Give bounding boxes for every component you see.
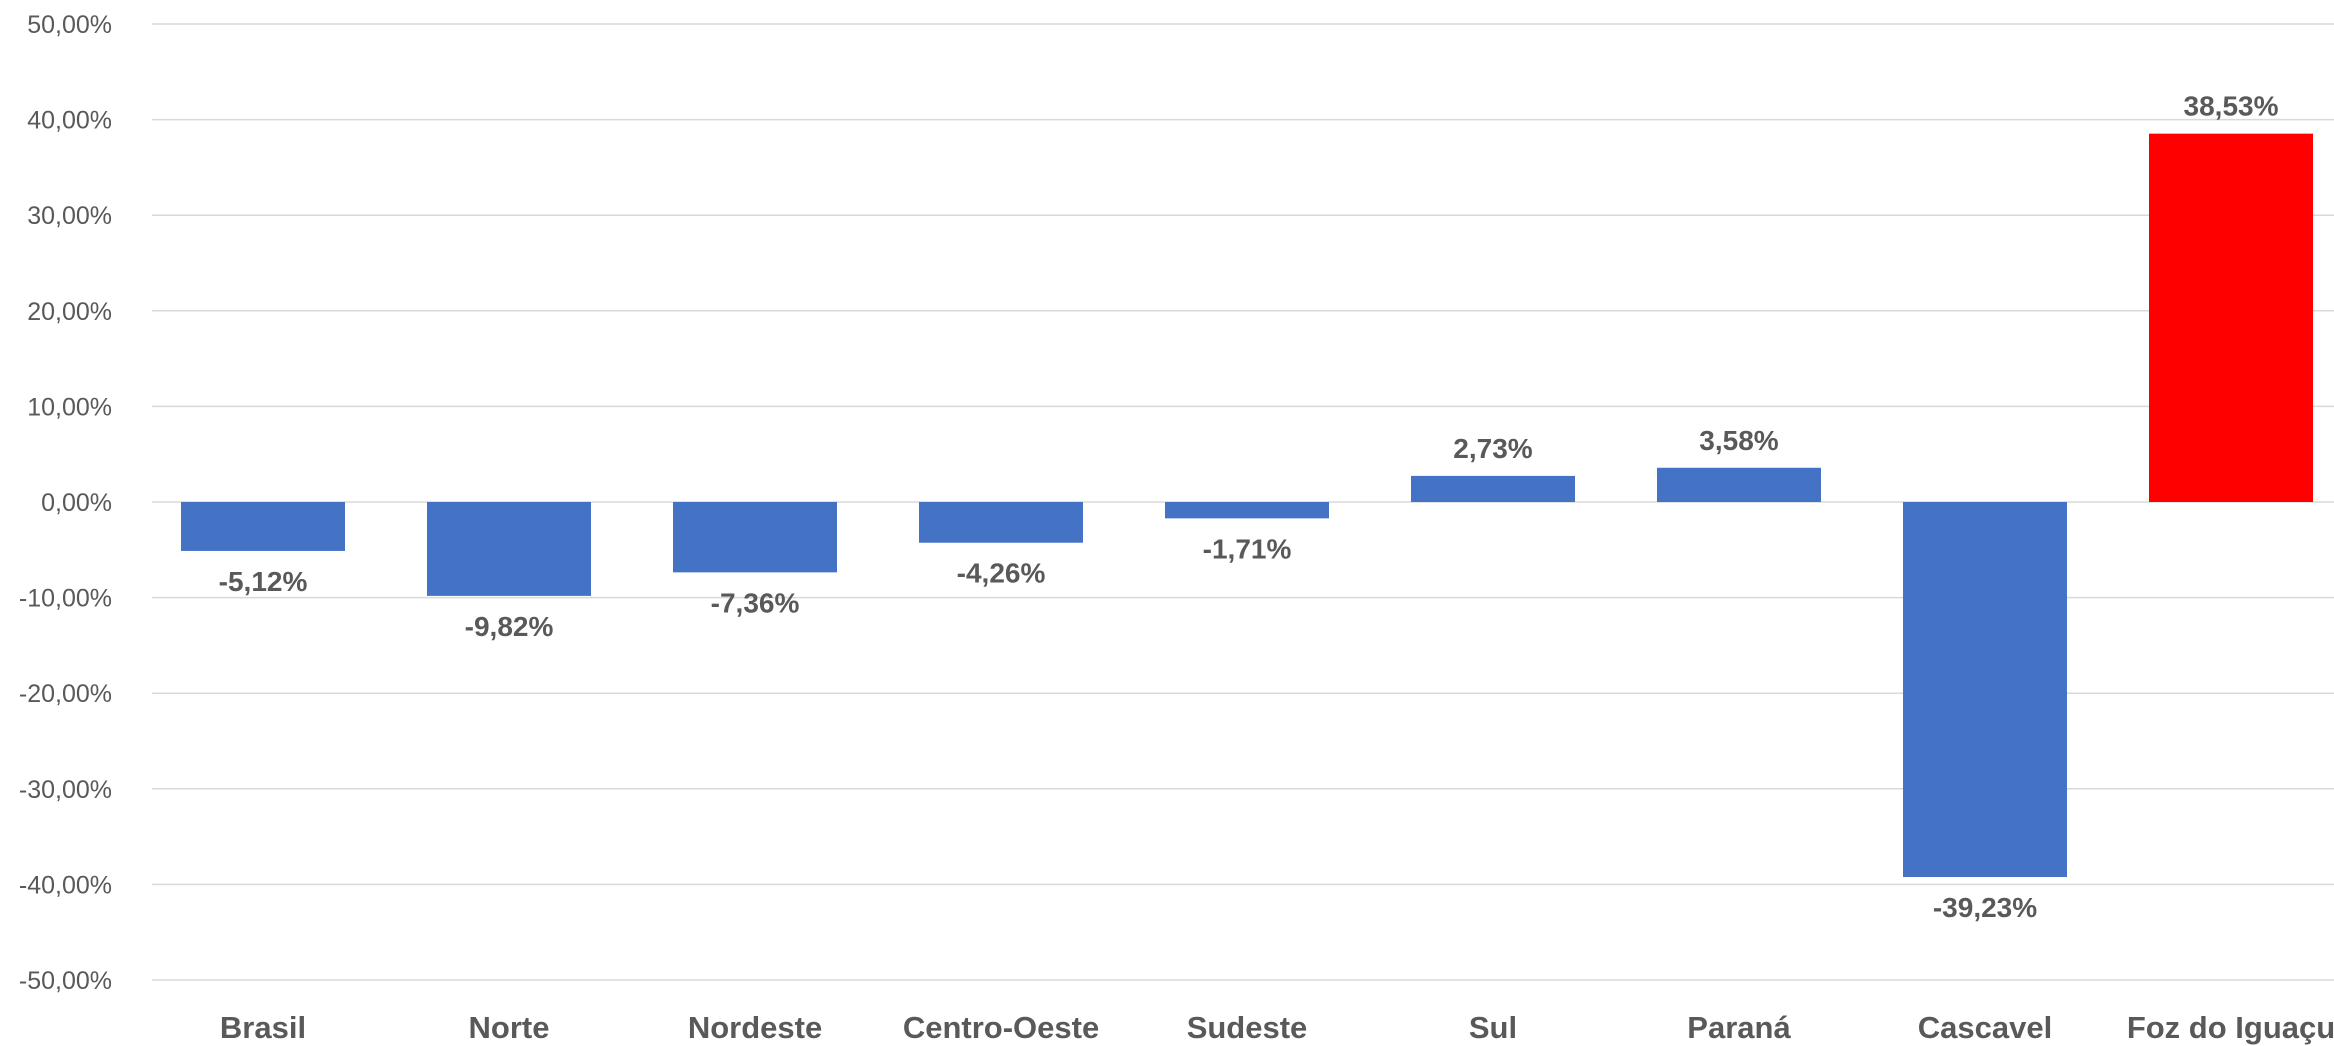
x-axis-category-labels: Brasil Norte Nordeste Centro-Oeste Sudeste Su… xyxy=(220,1010,2334,1045)
x-tick-label: Norte xyxy=(469,1010,550,1045)
data-label: -1,71% xyxy=(1203,533,1292,564)
x-tick-label: Cascavel xyxy=(1918,1010,2052,1045)
y-tick-label: 40,00% xyxy=(27,107,112,135)
bar-norte xyxy=(427,502,591,596)
bar-centro-oeste xyxy=(919,502,1083,543)
y-tick-label: 0,00% xyxy=(41,489,112,517)
data-label: -39,23% xyxy=(1933,892,2037,923)
bar-nordeste xyxy=(673,502,837,573)
bar-brasil xyxy=(181,502,345,551)
data-label: -7,36% xyxy=(711,587,800,618)
y-tick-label: 50,00% xyxy=(27,11,112,39)
y-tick-label: 20,00% xyxy=(27,298,112,326)
data-labels: -5,12% -9,82% -7,36% -4,26% -1,71% 2,73% 3,58%… xyxy=(219,91,2279,923)
bar-paran- xyxy=(1657,467,1821,502)
data-label: -5,12% xyxy=(219,566,308,597)
y-tick-label: -40,00% xyxy=(19,871,112,899)
bar-sudeste xyxy=(1165,502,1329,519)
x-tick-label: Brasil xyxy=(220,1010,306,1045)
data-label: 2,73% xyxy=(1453,433,1532,464)
y-axis-tick-labels: 50,00% 40,00% 30,00% 20,00% 10,00% 0,00% -10,0… xyxy=(19,11,112,995)
x-tick-label: Centro-Oeste xyxy=(903,1010,1099,1045)
y-tick-label: -30,00% xyxy=(19,776,112,804)
y-tick-label: 30,00% xyxy=(27,202,112,230)
data-label: -4,26% xyxy=(957,558,1046,589)
y-tick-label: -50,00% xyxy=(19,967,112,995)
x-tick-label: Paraná xyxy=(1687,1010,1791,1045)
bars xyxy=(181,133,2313,878)
data-label: -9,82% xyxy=(465,611,554,642)
y-tick-label: -20,00% xyxy=(19,680,112,708)
x-tick-label: Nordeste xyxy=(688,1010,822,1045)
bar-foz-do-igua-u xyxy=(2149,133,2313,502)
bar-cascavel xyxy=(1903,502,2067,878)
bar-sul xyxy=(1411,475,1575,502)
x-tick-label: Foz do Iguaçu xyxy=(2127,1010,2334,1045)
x-tick-label: Sudeste xyxy=(1187,1010,1308,1045)
data-label: 38,53% xyxy=(2184,91,2279,122)
y-tick-label: -10,00% xyxy=(19,585,112,613)
y-tick-label: 10,00% xyxy=(27,393,112,421)
x-tick-label: Sul xyxy=(1469,1010,1517,1045)
data-label: 3,58% xyxy=(1699,425,1778,456)
